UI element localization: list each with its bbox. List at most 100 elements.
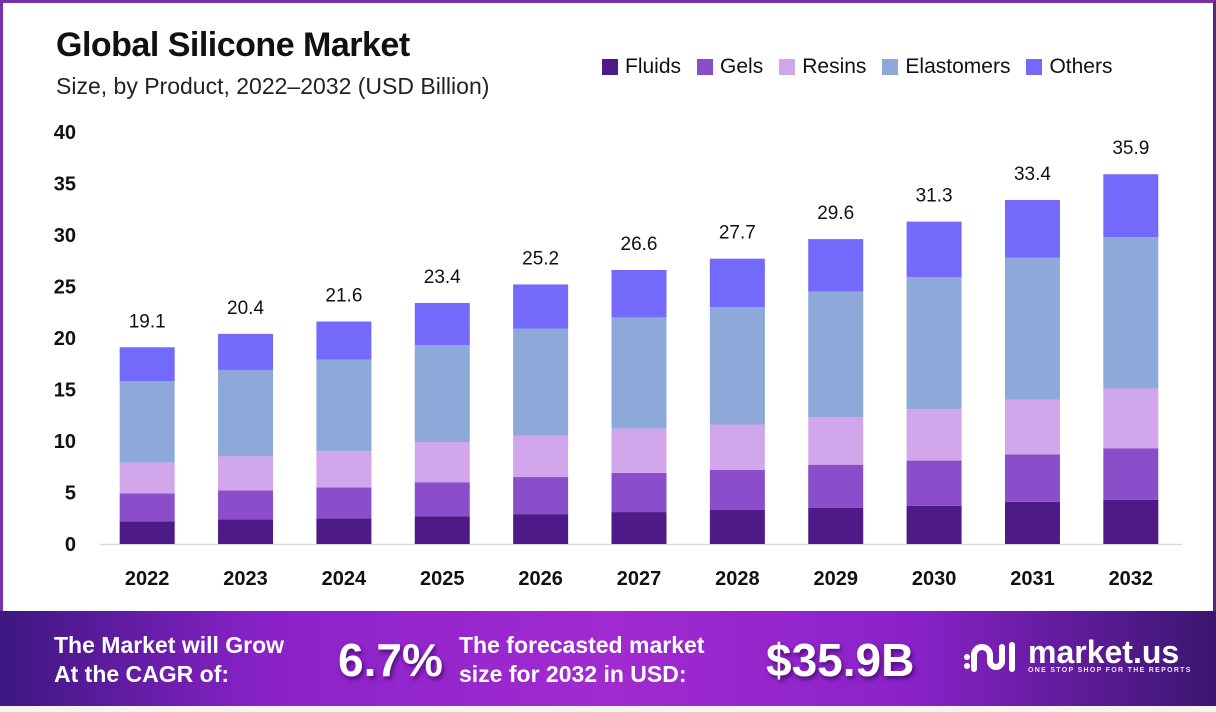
bar-segment-others-2022 bbox=[119, 347, 175, 382]
bar-segment-resins-2025 bbox=[414, 442, 470, 483]
x-tick-label: 2027 bbox=[617, 568, 662, 590]
legend-label-fluids: Fluids bbox=[625, 55, 682, 78]
chart-title: Global Silicone Market bbox=[56, 26, 410, 64]
x-tick-label: 2022 bbox=[125, 568, 170, 590]
bar-segment-elastomers-2023 bbox=[218, 369, 274, 457]
legend-swatch-others bbox=[1026, 59, 1043, 75]
y-tick-label: 35 bbox=[54, 174, 76, 196]
total-label: 21.6 bbox=[325, 286, 362, 307]
bar-segment-others-2032 bbox=[1103, 174, 1159, 238]
legend-item-resins: Resins bbox=[779, 55, 866, 79]
market-us-logo-icon bbox=[964, 642, 1015, 672]
bar-segment-elastomers-2028 bbox=[709, 307, 765, 425]
x-tick-label: 2032 bbox=[1109, 568, 1154, 590]
legend-swatch-gels bbox=[697, 59, 714, 75]
stacked-bar-chart: 051015202530354019.1202220.4202321.62024… bbox=[54, 122, 1182, 590]
bar-segment-elastomers-2022 bbox=[119, 381, 175, 463]
x-tick-label: 2031 bbox=[1010, 568, 1055, 590]
bar-segment-gels-2026 bbox=[513, 477, 569, 515]
x-tick-label: 2029 bbox=[813, 568, 858, 590]
legend-swatch-elastomers bbox=[882, 59, 899, 75]
x-tick-label: 2028 bbox=[715, 568, 760, 590]
bar-segment-fluids-2022 bbox=[119, 521, 175, 544]
bar-segment-resins-2022 bbox=[119, 462, 175, 494]
bar-segment-gels-2024 bbox=[316, 487, 372, 519]
y-tick-label: 30 bbox=[54, 225, 76, 247]
y-tick-label: 5 bbox=[65, 483, 76, 505]
legend: Fluids Gels Resins Elastomers Others bbox=[602, 55, 1128, 79]
bar-segment-elastomers-2025 bbox=[414, 345, 470, 443]
total-label: 31.3 bbox=[916, 186, 953, 207]
brand-logo: market.us ONE STOP SHOP FOR THE REPORTS bbox=[962, 635, 1192, 675]
x-tick-label: 2024 bbox=[322, 568, 367, 590]
bar-segment-fluids-2023 bbox=[218, 519, 274, 544]
bar-segment-resins-2031 bbox=[1004, 399, 1060, 455]
legend-label-others: Others bbox=[1049, 55, 1113, 78]
legend-label-gels: Gels bbox=[720, 55, 764, 78]
bar-segment-gels-2025 bbox=[414, 482, 470, 517]
bar-segment-gels-2028 bbox=[709, 469, 765, 511]
bar-segment-fluids-2029 bbox=[808, 507, 864, 544]
cagr-caption-line1: The Market will Grow bbox=[54, 632, 285, 658]
bar-segment-elastomers-2026 bbox=[513, 328, 569, 436]
total-label: 26.6 bbox=[621, 234, 658, 255]
total-label: 29.6 bbox=[817, 203, 854, 224]
bar-segment-others-2025 bbox=[414, 302, 470, 346]
y-tick-label: 20 bbox=[54, 328, 76, 350]
bar-segment-others-2031 bbox=[1004, 199, 1060, 258]
forecast-caption: The forecasted market size for 2032 in U… bbox=[459, 631, 704, 689]
bar-segment-resins-2026 bbox=[513, 435, 569, 478]
y-tick-label: 10 bbox=[54, 431, 76, 453]
legend-label-resins: Resins bbox=[802, 55, 867, 78]
bar-segment-resins-2023 bbox=[218, 456, 274, 491]
bar-segment-elastomers-2032 bbox=[1103, 237, 1159, 389]
bar-segment-resins-2029 bbox=[808, 417, 864, 465]
total-label: 33.4 bbox=[1014, 164, 1051, 185]
bar-segment-resins-2028 bbox=[709, 424, 765, 470]
bar-segment-elastomers-2027 bbox=[611, 317, 667, 429]
bar-segment-resins-2032 bbox=[1103, 388, 1159, 449]
chart-subtitle: Size, by Product, 2022–2032 (USD Billion… bbox=[56, 73, 490, 99]
bar-segment-fluids-2025 bbox=[414, 516, 470, 544]
legend-swatch-resins bbox=[779, 59, 796, 75]
bar-segment-resins-2027 bbox=[611, 428, 667, 473]
bar-segment-gels-2032 bbox=[1103, 448, 1159, 500]
total-label: 19.1 bbox=[129, 311, 166, 332]
y-tick-label: 40 bbox=[54, 122, 76, 144]
bar-segment-others-2029 bbox=[808, 239, 864, 292]
y-tick-label: 25 bbox=[54, 277, 76, 299]
bar-segment-others-2023 bbox=[218, 333, 274, 370]
bar-segment-resins-2024 bbox=[316, 451, 372, 488]
legend-label-elastomers: Elastomers bbox=[905, 55, 1011, 78]
bar-segment-fluids-2026 bbox=[513, 514, 569, 544]
bar-segment-others-2026 bbox=[513, 284, 569, 329]
total-label: 20.4 bbox=[227, 298, 264, 319]
footer-bottom-strip bbox=[0, 706, 1216, 712]
x-tick-label: 2025 bbox=[420, 568, 465, 590]
legend-item-others: Others bbox=[1026, 55, 1112, 79]
bar-segment-fluids-2032 bbox=[1103, 499, 1159, 544]
bar-segment-others-2024 bbox=[316, 321, 372, 360]
legend-swatch-fluids bbox=[602, 59, 618, 75]
bar-segment-others-2028 bbox=[709, 258, 765, 308]
bar-segment-gels-2029 bbox=[808, 464, 864, 508]
forecast-value: $35.9B bbox=[766, 634, 915, 686]
bar-segment-others-2030 bbox=[906, 221, 962, 278]
legend-item-gels: Gels bbox=[697, 55, 763, 79]
cagr-value: 6.7% bbox=[338, 634, 443, 686]
bar-segment-elastomers-2031 bbox=[1004, 257, 1060, 400]
total-label: 35.9 bbox=[1112, 138, 1149, 159]
brand-tagline: ONE STOP SHOP FOR THE REPORTS bbox=[1028, 666, 1192, 674]
bar-segment-gels-2023 bbox=[218, 490, 274, 520]
y-tick-label: 15 bbox=[54, 380, 76, 402]
forecast-caption-line1: The forecasted market bbox=[459, 632, 705, 658]
legend-item-elastomers: Elastomers bbox=[882, 55, 1010, 79]
x-tick-label: 2026 bbox=[518, 568, 563, 590]
total-label: 27.7 bbox=[719, 223, 756, 244]
bar-segment-fluids-2027 bbox=[611, 512, 667, 544]
bar-segment-gels-2022 bbox=[119, 493, 175, 522]
bar-segment-fluids-2031 bbox=[1004, 501, 1060, 544]
bar-segment-resins-2030 bbox=[906, 409, 962, 461]
y-tick-label: 0 bbox=[65, 534, 76, 556]
